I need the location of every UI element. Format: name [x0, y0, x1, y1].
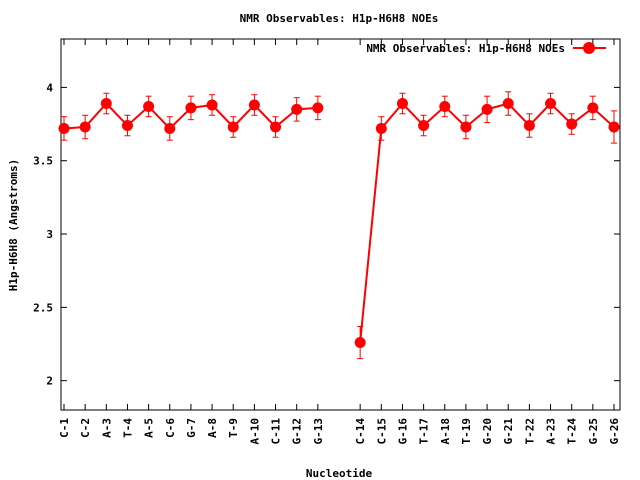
legend-label: NMR Observables: H1p-H6H8 NOEs	[366, 42, 565, 55]
x-axis: C-1 C-2 A-3 T-4 A-5 C-6 G-7 A-8 T-9 A-10 C-11 G-12 G…	[58, 39, 621, 445]
data-point	[481, 103, 493, 115]
legend: NMR Observables: H1p-H6H8 NOEs	[366, 42, 606, 55]
data-point	[143, 100, 155, 112]
plot-area	[60, 38, 621, 411]
x-tick-label: A-3	[100, 418, 113, 438]
x-tick-label: G-12	[291, 418, 304, 445]
x-tick-label: C-6	[164, 418, 177, 438]
chart-title: NMR Observables: H1p-H6H8 NOEs	[240, 12, 439, 25]
x-tick-label: C-11	[270, 418, 283, 445]
data-point	[164, 122, 176, 134]
data-point	[227, 121, 239, 133]
data-point	[545, 98, 557, 110]
data-point	[439, 100, 451, 112]
x-tick-label: G-21	[502, 418, 515, 445]
y-tick-label: 4	[46, 81, 53, 94]
x-tick-label: G-7	[185, 418, 198, 438]
data-point	[566, 118, 578, 130]
data-point	[418, 120, 430, 132]
x-tick-label: T-9	[227, 418, 240, 438]
x-tick-label: T-22	[523, 418, 536, 445]
x-tick-label: T-17	[418, 418, 431, 445]
data-point	[270, 121, 282, 133]
x-tick-label: C-2	[79, 418, 92, 438]
y-axis: 2 2.5 3 3.5 4	[33, 81, 620, 388]
x-axis-label: Nucleotide	[306, 467, 373, 480]
x-tick-label: A-8	[206, 418, 219, 438]
data-point	[587, 102, 599, 114]
y-tick-label: 2.5	[33, 301, 53, 314]
y-tick-label: 3	[46, 228, 53, 241]
data-point	[58, 122, 70, 134]
x-tick-label: G-16	[396, 418, 409, 445]
x-tick-label: G-13	[312, 418, 325, 445]
data-point	[396, 98, 408, 110]
data-point	[248, 99, 260, 111]
x-tick-label: A-10	[248, 418, 261, 445]
legend-marker	[583, 42, 595, 54]
data-point	[375, 122, 387, 134]
x-tick-label: T-24	[566, 418, 579, 445]
data-point	[121, 120, 133, 132]
x-tick-label: A-23	[545, 418, 558, 445]
x-tick-label: A-5	[143, 418, 156, 438]
y-axis-label: H1p-H6H8 (Angstroms)	[7, 159, 20, 291]
x-tick-label: T-19	[460, 418, 473, 445]
x-tick-label: G-20	[481, 418, 494, 445]
data-point	[79, 121, 91, 133]
data-point	[460, 121, 472, 133]
data-point	[354, 337, 366, 349]
x-tick-label: A-18	[439, 418, 452, 445]
data-point	[100, 98, 112, 110]
x-tick-label: G-25	[587, 418, 600, 445]
x-tick-label: C-15	[375, 418, 388, 445]
data-point	[608, 121, 620, 133]
series-line	[359, 102, 615, 343]
series-layer	[58, 91, 620, 360]
x-tick-label: G-26	[608, 418, 621, 445]
data-point	[185, 102, 197, 114]
y-tick-label: 2	[46, 375, 53, 388]
x-tick-label: T-4	[121, 418, 134, 438]
data-point	[206, 99, 218, 111]
data-point	[312, 102, 324, 114]
data-point	[502, 98, 514, 110]
x-tick-label: C-1	[58, 418, 71, 438]
x-tick-label: C-14	[354, 418, 367, 445]
data-point	[291, 103, 303, 115]
y-tick-label: 3.5	[33, 155, 53, 168]
data-point	[523, 120, 535, 132]
